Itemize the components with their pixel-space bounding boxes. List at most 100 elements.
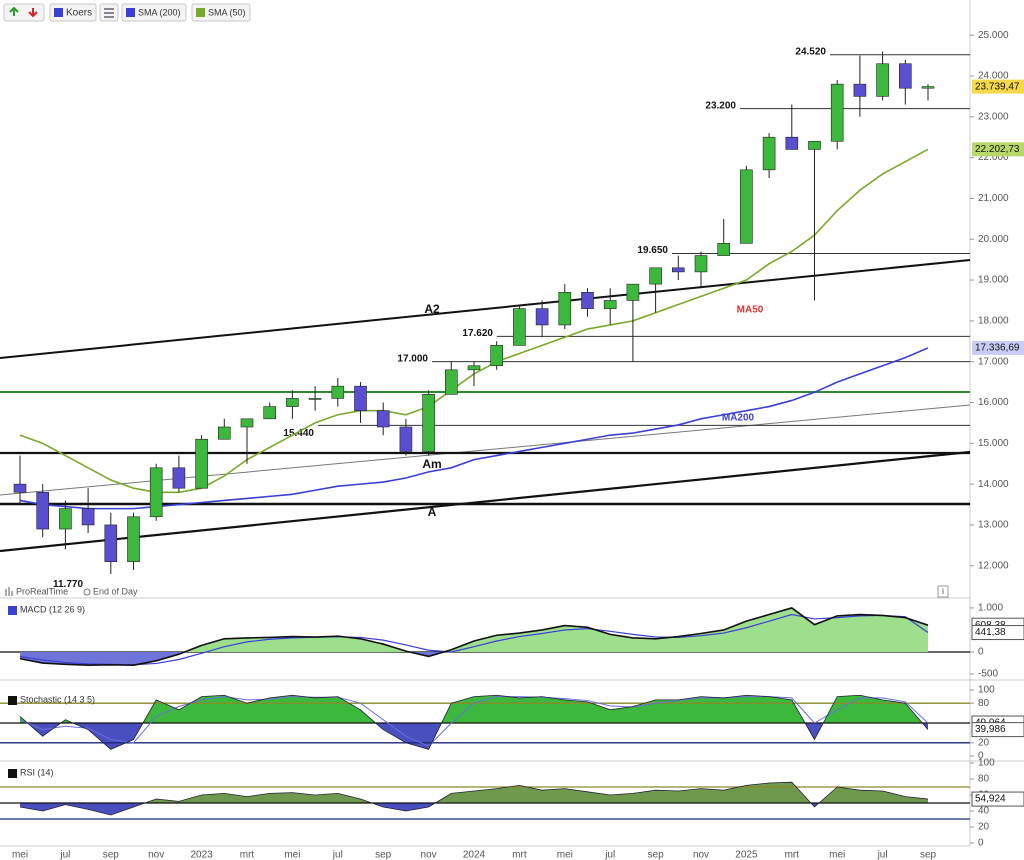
y-tick-label: 16.000 [978,397,1009,408]
sma200-button[interactable] [121,3,187,22]
x-tick-label: mrt [240,850,255,860]
annotation: Am [422,457,441,471]
y-tick-label: 22.000 [978,152,1009,163]
price-tag-label: 54,924 [975,794,1006,805]
candle-body [104,524,118,562]
x-tick-label: mei [557,850,573,860]
macd-area [20,607,928,666]
level-label: 23.200 [705,100,736,111]
candle-body [921,86,935,89]
indicator-title: Stochastic (14 3 5) [20,694,95,704]
y-tick-label: 0 [978,838,984,849]
price-tag [971,791,1024,807]
y-tick-label: 23.000 [978,111,1009,122]
sma50-button[interactable] [191,3,251,22]
info-button[interactable] [937,585,949,598]
y-tick-label: 14.000 [978,479,1009,490]
y-tick-label: 1.000 [978,603,1003,614]
x-tick-label: 2023 [190,850,213,860]
candle-body [195,438,208,489]
x-tick-label: sep [920,850,937,860]
sma200-swatch [126,8,135,17]
candle-body [671,267,685,273]
candle-body [603,300,617,309]
candle-body [127,516,140,562]
y-tick-label: 80 [978,698,990,709]
candle-body [444,369,458,395]
sma50-swatch [196,8,205,17]
signal-line [19,696,929,747]
candle-body [286,398,299,407]
y-tick-label: -500 [978,669,998,680]
arrows-button[interactable] [3,3,45,22]
down-icon [28,8,38,18]
level-label: 19.650 [637,245,668,256]
signal-line [19,613,929,666]
oscillator-line [19,694,929,750]
x-tick-label: 2025 [735,850,758,860]
x-tick-label: mei [12,850,28,860]
candle-body [830,83,844,142]
candle-body [626,283,640,301]
y-tick-label: 13.000 [978,520,1009,531]
x-tick-label: jul [59,850,70,860]
x-tick-label: nov [693,850,709,860]
y-tick-label: 19.000 [978,275,1009,286]
candle-body [717,243,731,256]
sma50-label: SMA (50) [208,7,246,17]
indicator-title: MACD (12 26 9) [20,604,85,614]
x-tick-label: mei [284,850,300,860]
candle-body [649,267,662,285]
level-label: 24.520 [795,46,826,57]
y-tick-label: 100 [978,685,995,696]
drawings [0,259,971,553]
price-tag [971,625,1024,641]
low-label: 11.770 [53,579,83,590]
candle-body [581,291,594,309]
toolbar: Koers SMA (200) SMA (50) [3,3,251,22]
price-tag-label: 23.739,47 [975,81,1020,92]
annotation: MA200 [722,413,755,424]
x-tick-label: mei [829,850,845,860]
candle-body [422,394,435,452]
price-tag [972,79,1024,94]
y-tick-label: 25.000 [978,30,1009,41]
candle-body [376,410,390,428]
x-tick-label: sep [648,850,665,860]
candle-body [354,385,367,411]
x-tick-label: mrt [512,850,527,860]
price-tag [972,142,1024,157]
candle-body [898,63,912,89]
oscillator-line [19,781,929,816]
chart-layer: 12.000 13.000 14.000 15.000 16.000 17.000 18.0… [0,30,1024,860]
y-tick-label: 40 [978,806,990,817]
price-tag-label: 17.336,69 [975,343,1020,354]
candle-body [785,136,799,150]
y-tick-label: 100 [978,758,995,769]
x-tick-label: jul [877,850,888,860]
oscillator-area [20,695,928,750]
candle-body [36,491,50,530]
price-tag-label: 441,38 [975,627,1006,638]
mode: End of Day [93,586,138,596]
candle-body [876,63,889,97]
candle-body [13,483,27,493]
candle-body [467,365,481,371]
level-label: 17.620 [462,328,493,339]
y-tick-label: 0 [978,647,984,658]
indicator-swatch [8,696,17,705]
x-tick-label: nov [421,850,437,860]
candle-body [308,398,322,400]
candle-body [490,345,504,367]
level-label: 15.440 [283,428,314,439]
sma200-label: SMA (200) [138,7,181,17]
y-tick-label: 17.000 [978,356,1009,367]
y-tick-label: 12.000 [978,560,1009,571]
candle-body [263,406,277,420]
price-label: Koers [66,8,92,19]
candle-body [694,255,708,273]
y-tick-label: 20.000 [978,234,1009,245]
annotation: A [428,505,437,519]
up-icon [9,6,19,16]
